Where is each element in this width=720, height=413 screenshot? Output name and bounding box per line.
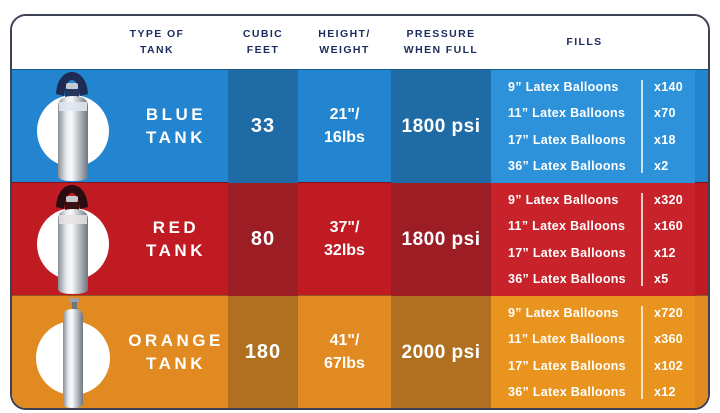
- weight-line: 32lbs: [324, 241, 365, 259]
- fills-cell: 9” Latex Balloons 11” Latex Balloons 17”…: [491, 70, 708, 183]
- header-line: WEIGHT: [319, 43, 370, 56]
- fill-count: x140: [654, 80, 684, 94]
- orange-tank-icon: [12, 296, 124, 408]
- header-line: HEIGHT/: [318, 28, 371, 41]
- fill-label: 36” Latex Balloons: [508, 271, 626, 286]
- table-row-orange-tank: ORANGE TANK 180 41"/ 67lbs 2000 psi 9” L…: [12, 295, 708, 408]
- tank-type-cell: BLUE TANK: [12, 70, 228, 183]
- fill-label: 9” Latex Balloons: [508, 80, 619, 94]
- fills-panel: 9” Latex Balloons 11” Latex Balloons 17”…: [491, 70, 695, 183]
- fill-count: x160: [654, 219, 684, 234]
- fill-count: x18: [654, 132, 676, 147]
- table-row-blue-tank: BLUE TANK 33 21"/ 16lbs 1800 psi 9” Late…: [12, 69, 708, 183]
- fill-label: 9” Latex Balloons: [508, 306, 619, 320]
- header-line: FILLS: [566, 35, 603, 48]
- fill-count: x12: [654, 245, 676, 260]
- header-line: CUBIC: [242, 28, 284, 41]
- fills-labels: 9” Latex Balloons 11” Latex Balloons 17”…: [508, 80, 641, 173]
- tank-name-line: TANK: [146, 241, 206, 260]
- header-line: TYPE OF: [129, 28, 185, 41]
- tank-type-cell: RED TANK: [12, 183, 228, 296]
- header-pressure-when-full: PRESSURE WHEN FULL: [391, 27, 491, 57]
- fills-labels: 9” Latex Balloons 11” Latex Balloons 17”…: [508, 193, 641, 286]
- cubic-feet-value: 180: [228, 296, 298, 408]
- header-height-weight: HEIGHT/ WEIGHT: [298, 27, 391, 57]
- cubic-feet-value: 33: [228, 70, 298, 183]
- fill-count: x720: [654, 306, 684, 320]
- fills-panel: 9” Latex Balloons 11” Latex Balloons 17”…: [491, 296, 695, 408]
- tank-name-line: ORANGE: [128, 331, 224, 351]
- height-line: 21"/: [329, 106, 360, 124]
- fills-counts: x140 x70 x18 x2: [641, 80, 695, 173]
- fill-label: 17” Latex Balloons: [508, 132, 626, 147]
- pressure-value: 1800 psi: [391, 70, 491, 183]
- tank-name: ORANGE TANK: [124, 331, 228, 373]
- fills-panel: 9” Latex Balloons 11” Latex Balloons 17”…: [491, 183, 695, 296]
- tank-name: BLUE TANK: [124, 105, 228, 147]
- fill-label: 11” Latex Balloons: [508, 219, 626, 234]
- fill-label: 36” Latex Balloons: [508, 158, 626, 173]
- fills-counts: x720 x360 x102 x12: [641, 306, 695, 399]
- table-header: TYPE OF TANK CUBIC FEET HEIGHT/ WEIGHT P…: [12, 16, 708, 69]
- fill-label: 36” Latex Balloons: [508, 384, 626, 399]
- header-type-of-tank: TYPE OF TANK: [12, 27, 228, 57]
- tank-type-cell: ORANGE TANK: [12, 296, 228, 408]
- fill-label: 17” Latex Balloons: [508, 358, 626, 373]
- fill-count: x12: [654, 384, 676, 399]
- tank-name-line: BLUE: [145, 105, 207, 125]
- header-line: TANK: [140, 43, 174, 56]
- fill-label: 11” Latex Balloons: [508, 332, 626, 347]
- height-weight-value: 37"/ 32lbs: [298, 183, 391, 296]
- header-line: PRESSURE: [406, 28, 476, 41]
- fills-cell: 9” Latex Balloons 11” Latex Balloons 17”…: [491, 296, 708, 408]
- fill-label: 11” Latex Balloons: [508, 106, 626, 121]
- header-line: FEET: [246, 43, 280, 56]
- fills-counts: x320 x160 x12 x5: [641, 193, 695, 286]
- fill-count: x5: [654, 271, 669, 286]
- tank-comparison-table: TYPE OF TANK CUBIC FEET HEIGHT/ WEIGHT P…: [10, 14, 710, 410]
- weight-line: 67lbs: [324, 354, 365, 372]
- fill-label: 17” Latex Balloons: [508, 245, 626, 260]
- tank-name-line: TANK: [146, 128, 206, 147]
- fills-cell: 9” Latex Balloons 11” Latex Balloons 17”…: [491, 183, 708, 296]
- height-line: 41"/: [329, 332, 360, 350]
- pressure-value: 2000 psi: [391, 296, 491, 408]
- tank-name: RED TANK: [124, 218, 228, 260]
- tank-name-line: RED: [152, 218, 200, 238]
- header-fills: FILLS: [491, 35, 708, 50]
- red-tank-icon: [12, 183, 124, 296]
- table-row-red-tank: RED TANK 80 37"/ 32lbs 1800 psi 9” Latex…: [12, 182, 708, 296]
- fill-count: x102: [654, 358, 684, 373]
- height-line: 37"/: [329, 219, 360, 237]
- fill-count: x360: [654, 332, 684, 347]
- fill-count: x70: [654, 106, 676, 121]
- weight-line: 16lbs: [324, 128, 365, 146]
- height-weight-value: 21"/ 16lbs: [298, 70, 391, 183]
- header-line: WHEN FULL: [403, 43, 479, 56]
- tank-name-line: TANK: [146, 354, 206, 373]
- blue-tank-icon: [12, 70, 124, 183]
- header-cubic-feet: CUBIC FEET: [228, 27, 298, 57]
- height-weight-value: 41"/ 67lbs: [298, 296, 391, 408]
- fill-label: 9” Latex Balloons: [508, 193, 619, 207]
- pressure-value: 1800 psi: [391, 183, 491, 296]
- fill-count: x320: [654, 193, 684, 207]
- cubic-feet-value: 80: [228, 183, 298, 296]
- fills-labels: 9” Latex Balloons 11” Latex Balloons 17”…: [508, 306, 641, 399]
- fill-count: x2: [654, 158, 669, 173]
